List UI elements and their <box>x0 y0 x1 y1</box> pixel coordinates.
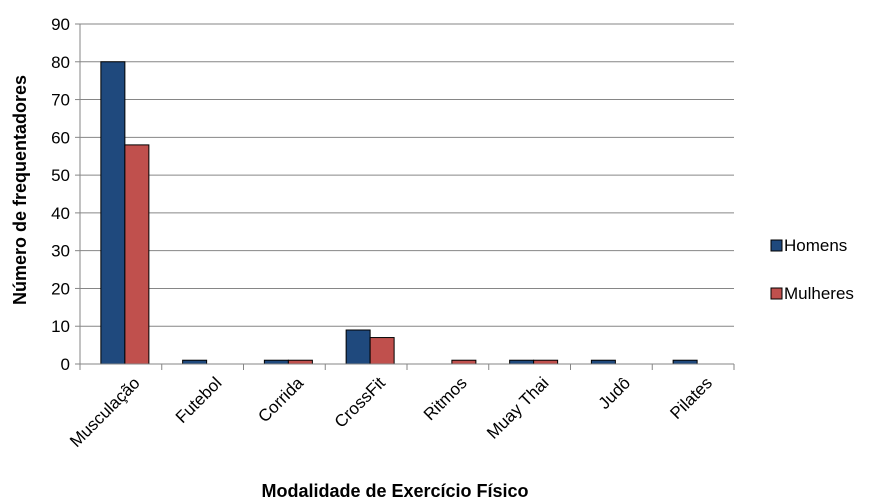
y-tick-label: 70 <box>51 91 70 110</box>
y-tick-label: 50 <box>51 166 70 185</box>
x-tick-label: Futebol <box>172 373 226 427</box>
x-axis-title: Modalidade de Exercício Físico <box>261 481 528 501</box>
axes <box>79 24 734 365</box>
legend: Homens Mulheres <box>770 236 854 303</box>
bar-mulheres-5 <box>533 359 559 365</box>
y-tick-label: 20 <box>51 279 70 298</box>
y-tick-label: 80 <box>51 53 70 72</box>
gridlines <box>80 23 734 327</box>
y-tick-label: 10 <box>51 317 70 336</box>
y-tick-label: 40 <box>51 204 70 223</box>
y-axis-ticks: 0 10 20 30 40 50 60 70 80 90 <box>51 15 80 374</box>
x-tick-label: Pilates <box>666 373 716 423</box>
x-tick-label: Muay Thai <box>483 373 552 442</box>
legend-swatch-mulheres <box>770 287 783 300</box>
bar-homens-7 <box>672 359 698 365</box>
x-tick-label: Judô <box>595 373 635 413</box>
y-tick-label: 90 <box>51 15 70 34</box>
x-tick-label: Musculação <box>66 373 144 451</box>
x-tick-label: CrossFit <box>331 373 389 431</box>
x-axis-ticks: Musculação Futebol Corrida CrossFit Ritmos Mu… <box>66 364 735 451</box>
bars <box>100 61 698 365</box>
y-axis-title: Número de frequentadores <box>10 75 30 305</box>
y-tick-label: 60 <box>51 128 70 147</box>
legend-label-homens: Homens <box>784 236 847 255</box>
bar-mulheres-0 <box>124 144 150 365</box>
legend-label-mulheres: Mulheres <box>784 284 854 303</box>
bar-homens-5 <box>509 359 535 365</box>
bar-mulheres-2 <box>287 359 313 365</box>
x-tick-label: Corrida <box>254 373 307 426</box>
bar-homens-0 <box>100 61 126 365</box>
bar-homens-2 <box>263 359 289 365</box>
bar-mulheres-4 <box>451 359 477 365</box>
bar-mulheres-3 <box>369 337 395 365</box>
x-tick-label: Ritmos <box>420 373 471 424</box>
bar-homens-1 <box>182 359 208 365</box>
y-tick-label: 30 <box>51 242 70 261</box>
bar-homens-3 <box>345 329 371 365</box>
bar-homens-6 <box>590 359 616 365</box>
legend-swatch-homens <box>770 239 783 252</box>
y-tick-label: 0 <box>61 355 70 374</box>
